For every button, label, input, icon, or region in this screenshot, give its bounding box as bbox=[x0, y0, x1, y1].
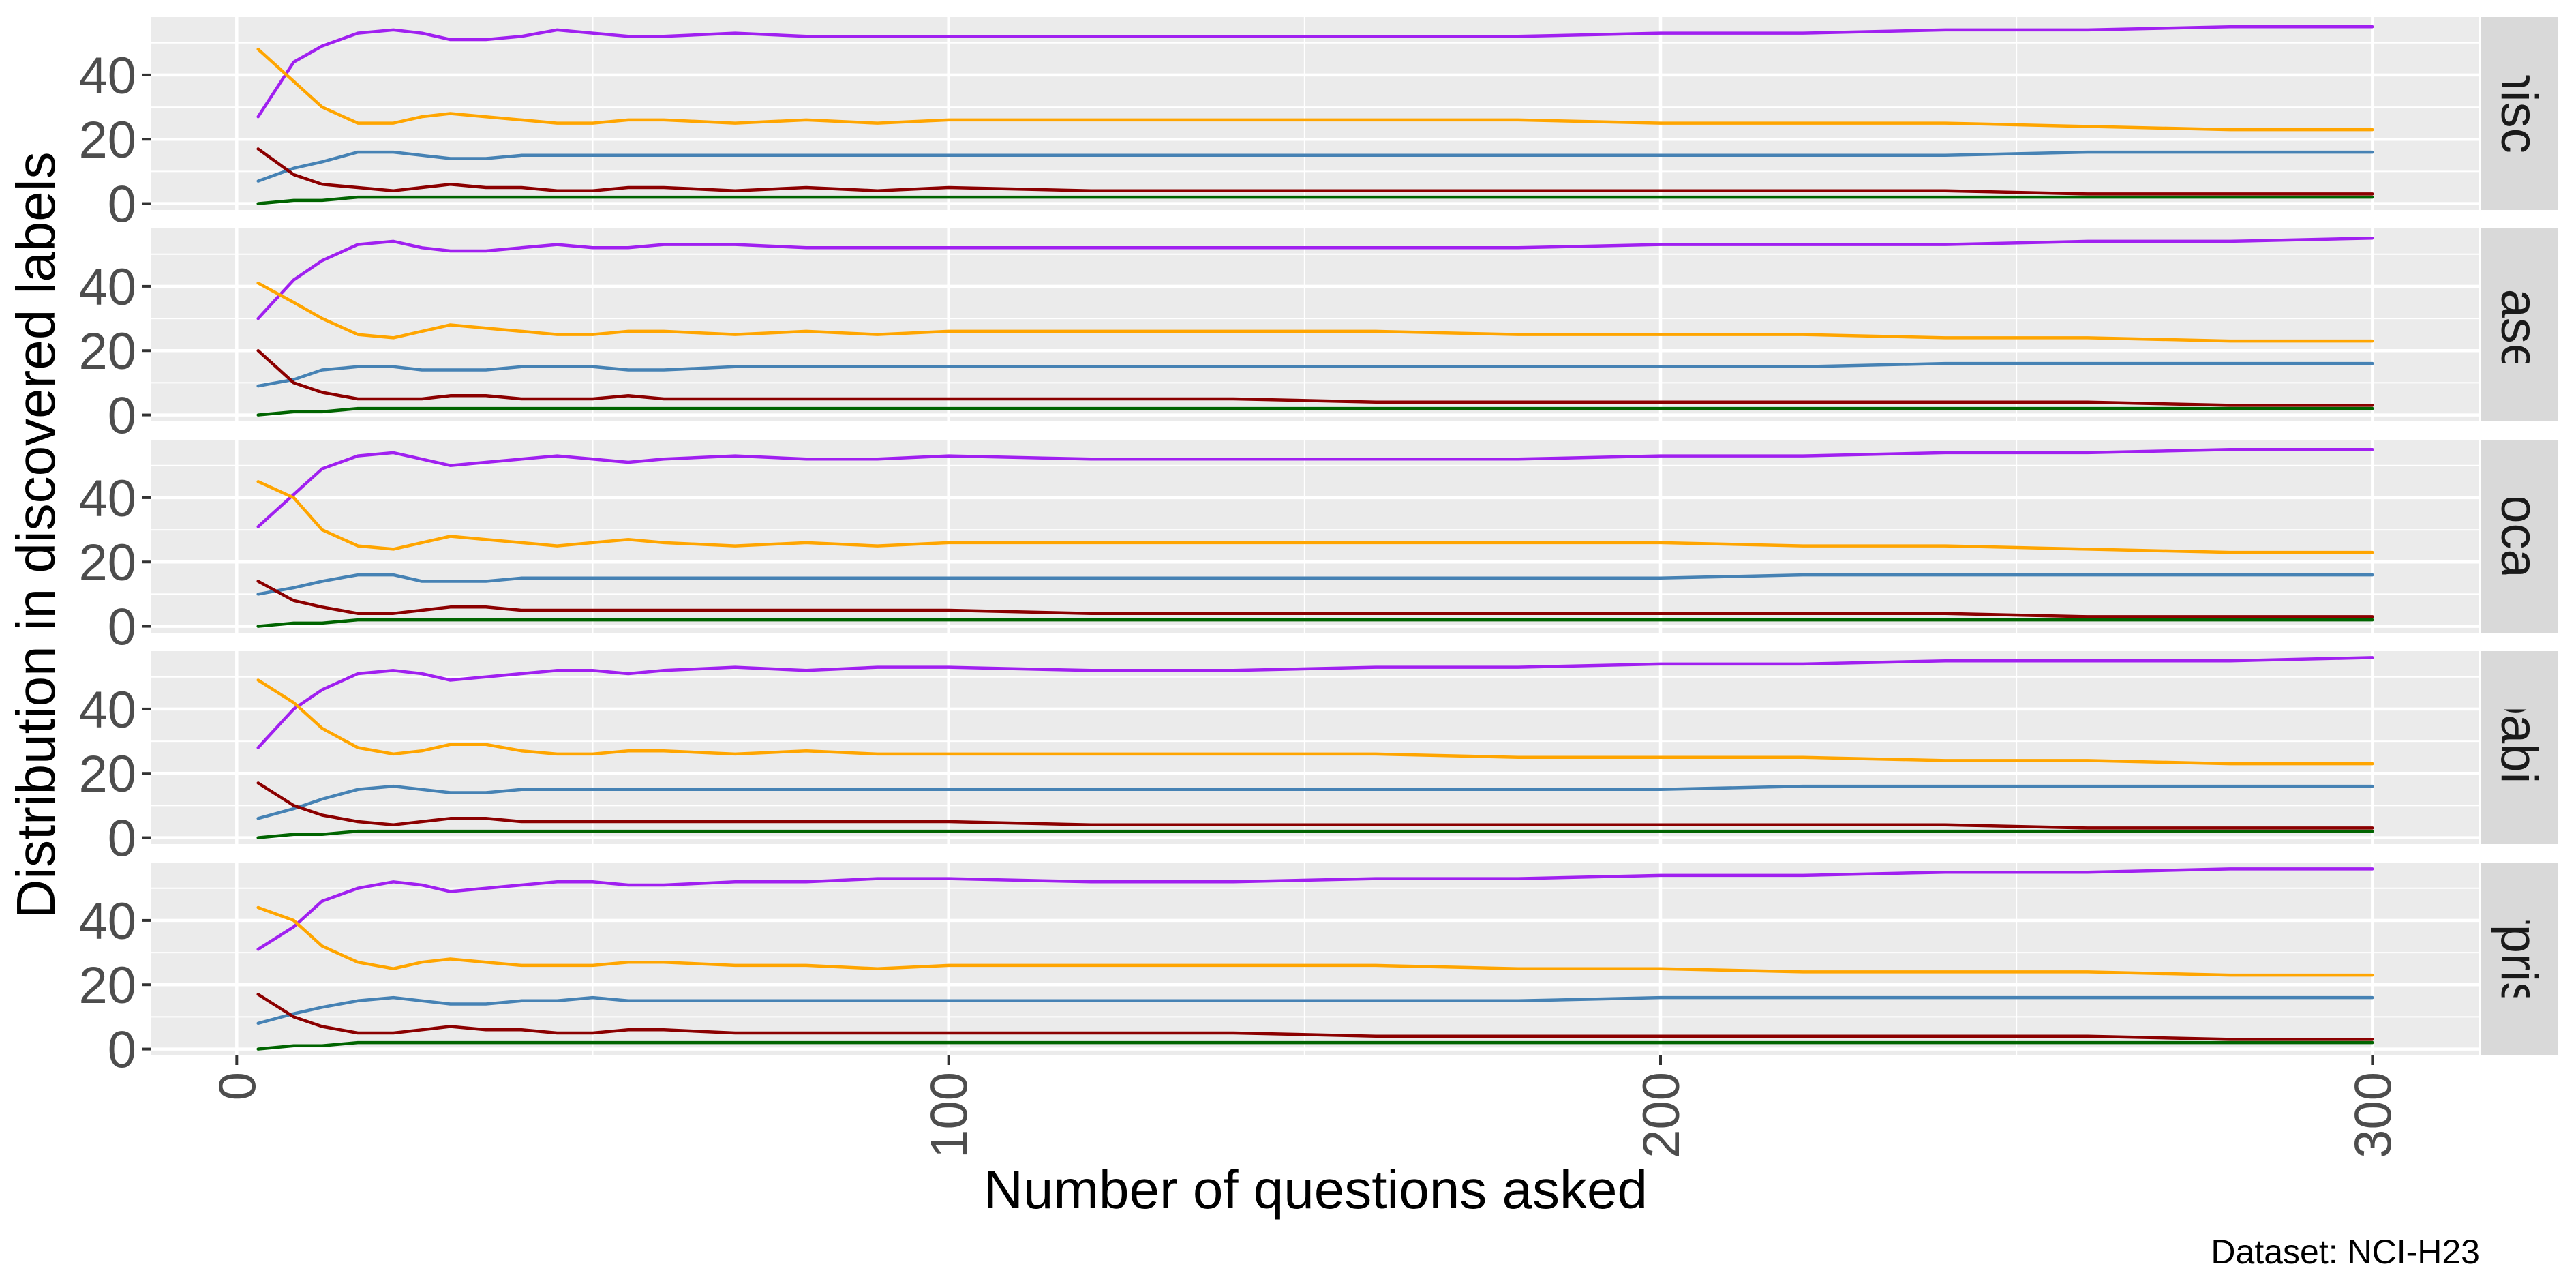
y-tick-label: 40 bbox=[78, 470, 136, 528]
x-tick-label: 100 bbox=[921, 1072, 979, 1158]
panel-background bbox=[151, 651, 2479, 844]
y-tick-label: 40 bbox=[78, 47, 136, 105]
series-line-darkred bbox=[256, 147, 2374, 196]
series-line-blue bbox=[256, 784, 2374, 820]
panel-background bbox=[151, 863, 2479, 1055]
facet-strip-label: biased bbox=[2490, 249, 2548, 402]
y-tick-label: 20 bbox=[78, 323, 136, 380]
panel-background bbox=[151, 440, 2479, 633]
series-line-blue bbox=[256, 150, 2374, 183]
series-line-orange bbox=[256, 47, 2374, 132]
series-line-darkgreen bbox=[256, 618, 2374, 628]
facet-strip-background bbox=[2481, 17, 2558, 210]
series-line-blue bbox=[256, 995, 2374, 1025]
x-tick-label: 300 bbox=[2344, 1072, 2402, 1158]
series-line-orange bbox=[256, 905, 2374, 977]
series-line-blue bbox=[256, 361, 2374, 388]
series-line-purple bbox=[256, 867, 2374, 951]
series-line-orange bbox=[256, 281, 2374, 343]
series-line-darkred bbox=[256, 580, 2374, 618]
panel-probabilistic: 0 20 40 probabilistic bbox=[78, 611, 2558, 884]
series-line-blue bbox=[256, 573, 2374, 596]
panel-local: 0 20 40 local bbox=[78, 440, 2558, 657]
y-tick-label: 20 bbox=[78, 111, 136, 169]
y-tick-label: 0 bbox=[108, 599, 136, 657]
y-tick-label: 40 bbox=[78, 258, 136, 316]
y-tick-label: 20 bbox=[78, 957, 136, 1015]
series-line-purple bbox=[256, 447, 2374, 528]
series-line-darkgreen bbox=[256, 829, 2374, 839]
series-line-darkgreen bbox=[256, 1040, 2374, 1051]
series-line-darkred bbox=[256, 993, 2374, 1041]
dataset-caption: Dataset: NCI-H23 bbox=[2211, 1233, 2480, 1271]
x-tick-label: 200 bbox=[1633, 1072, 1691, 1158]
y-tick-label: 20 bbox=[78, 745, 136, 803]
x-axis-title: Number of questions asked bbox=[984, 1159, 1648, 1220]
y-tick-label: 0 bbox=[108, 387, 136, 445]
facet-strip-label: surprised bbox=[2490, 852, 2548, 1066]
facet-strip-label: probabilistic bbox=[2490, 611, 2548, 884]
facet-strip-background bbox=[2481, 440, 2558, 633]
y-tick-label: 0 bbox=[108, 176, 136, 234]
y-tick-label: 20 bbox=[78, 534, 136, 592]
facet-strip-background bbox=[2481, 651, 2558, 844]
x-axis: 0 100 200 300 bbox=[209, 1055, 2402, 1158]
series-line-darkred bbox=[256, 348, 2374, 407]
y-tick-label: 0 bbox=[108, 810, 136, 868]
panel-background bbox=[151, 228, 2479, 421]
panel-background bbox=[151, 17, 2479, 210]
x-tick-label: 0 bbox=[209, 1072, 267, 1100]
series-line-darkgreen bbox=[256, 406, 2374, 417]
series-line-orange bbox=[256, 480, 2374, 554]
y-tick-label: 0 bbox=[108, 1021, 136, 1079]
panel-omniscient: 0 20 40 omniscient bbox=[78, 0, 2558, 237]
series-line-purple bbox=[256, 25, 2374, 119]
facet-strip-background bbox=[2481, 228, 2558, 421]
y-tick-label: 40 bbox=[78, 893, 136, 950]
panels-layer: 0 20 40 omniscient 0 20 40 biased 0 20 40 local 0 20 4… bbox=[78, 0, 2558, 1079]
facet-strip-label: local bbox=[2490, 483, 2548, 589]
series-line-darkred bbox=[256, 781, 2374, 830]
series-line-orange bbox=[256, 678, 2374, 766]
facet-strip-background bbox=[2481, 863, 2558, 1055]
series-line-purple bbox=[256, 656, 2374, 749]
series-line-purple bbox=[256, 236, 2374, 320]
panel-surprised: 0 20 40 surprised bbox=[78, 852, 2558, 1079]
y-tick-label: 40 bbox=[78, 681, 136, 739]
panel-biased: 0 20 40 biased bbox=[78, 228, 2558, 445]
y-axis-title: Distribution in discovered labels bbox=[5, 152, 66, 919]
facet-strip-label: omniscient bbox=[2490, 0, 2548, 237]
series-line-darkgreen bbox=[256, 195, 2374, 205]
